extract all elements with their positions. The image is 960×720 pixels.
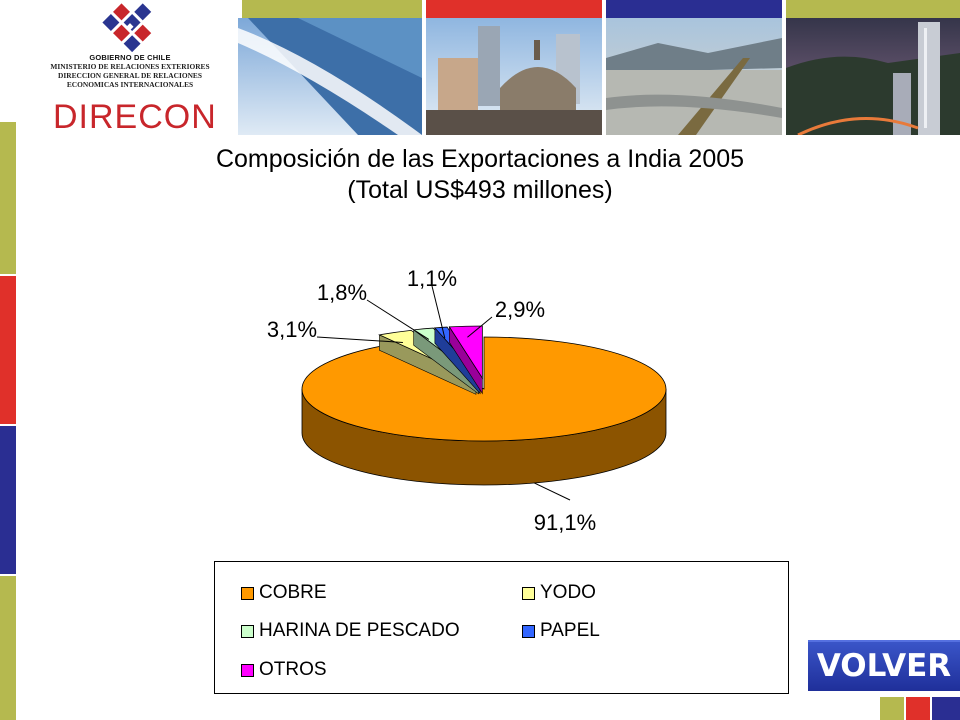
brand-name: DIRECON (53, 98, 217, 136)
legend-item-otros: OTROS (241, 659, 327, 681)
pie-slice-harina-de-pescado (412, 327, 479, 395)
side-strip-navy (0, 426, 16, 574)
data-label-papel: 1,1% (407, 266, 457, 291)
legend-swatch-yodo (522, 587, 535, 600)
legend-label-papel: PAPEL (540, 620, 600, 641)
top-bar-olive-1 (242, 0, 422, 18)
chart-subtitle: (Total US$493 millones) (347, 176, 613, 204)
legend-item-cobre: COBRE (241, 582, 327, 604)
ministry-line-2: DIRECCION GENERAL DE RELACIONES (58, 71, 202, 80)
data-label-cobre: 91,1% (534, 510, 596, 535)
legend-swatch-cobre (241, 587, 254, 600)
gobierno-label: GOBIERNO DE CHILE (89, 53, 171, 62)
chart-title-block: Composición de las Exportaciones a India… (0, 144, 960, 206)
header-photo-strip (238, 18, 960, 135)
leader-line-otros (467, 316, 493, 338)
data-label-harina-de-pescado: 1,8% (317, 280, 367, 305)
data-label-yodo: 3,1% (267, 317, 317, 342)
pie-slice-yodo (378, 329, 477, 395)
top-bar-red (426, 0, 602, 18)
leader-line-papel (431, 285, 446, 339)
legend-item-papel: PAPEL (522, 620, 600, 642)
photo-city-dome (426, 18, 602, 135)
leader-line-cobre (534, 482, 571, 501)
side-strip-olive-1 (0, 122, 16, 274)
side-strip-olive-2 (0, 576, 16, 720)
legend-swatch-harina-de-pescado (241, 625, 254, 638)
pie-slice-cobre (301, 336, 667, 486)
legend-label-yodo: YODO (540, 582, 596, 603)
top-bar-navy (606, 0, 782, 18)
leader-line-harina-de-pescado (366, 299, 430, 340)
photo-night-towers (786, 18, 960, 135)
pie-slice-papel (434, 326, 481, 395)
legend-item-harina-de-pescado: HARINA DE PESCADO (241, 620, 460, 642)
legend-label-harina-de-pescado: HARINA DE PESCADO (259, 620, 460, 641)
top-bar-olive-2 (786, 0, 960, 18)
volver-button[interactable]: VOLVER (808, 640, 960, 691)
legend-label-cobre: COBRE (259, 582, 327, 603)
direcon-logo: GOBIERNO DE CHILE MINISTERIO DE RELACION… (30, 0, 230, 136)
side-strip-red (0, 276, 16, 424)
legend-swatch-papel (522, 625, 535, 638)
chart-title: Composición de las Exportaciones a India… (215, 145, 745, 173)
ministry-line-1: MINISTERIO DE RELACIONES EXTERIORES (50, 62, 210, 71)
chile-shield-icon (102, 3, 152, 52)
bottom-bar-red (906, 697, 930, 720)
ministry-line-3: ECONOMICAS INTERNACIONALES (66, 80, 194, 89)
bottom-bar-navy (932, 697, 960, 720)
pie-slice-otros (448, 325, 483, 395)
leader-line-yodo (316, 336, 403, 343)
photo-bridge (606, 18, 782, 135)
legend-swatch-otros (241, 664, 254, 677)
chart-legend: COBRE YODO HARINA DE PESCADO PAPEL OTROS (214, 561, 789, 694)
photo-glass-building (238, 18, 422, 135)
legend-label-otros: OTROS (259, 659, 327, 680)
data-label-otros: 2,9% (495, 297, 545, 322)
bottom-bar-olive-1 (880, 697, 904, 720)
legend-item-yodo: YODO (522, 582, 596, 604)
